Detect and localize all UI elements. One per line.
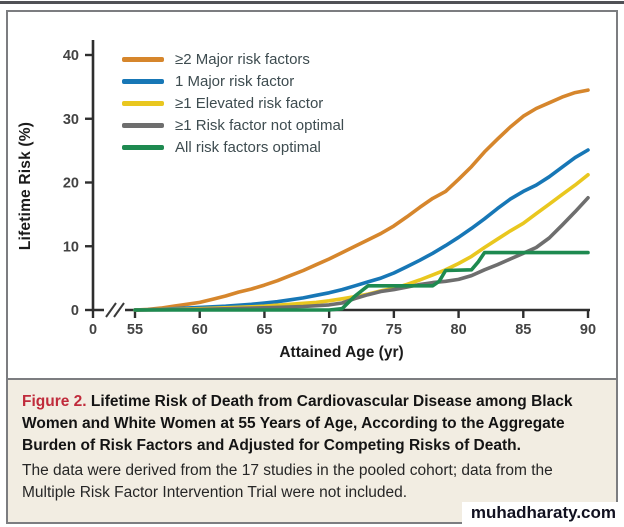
caption-title: Lifetime Risk of Death from Cardiovascul… xyxy=(22,393,573,454)
legend-item-ge1-elevated: ≥1 Elevated risk factor xyxy=(122,92,344,114)
watermark-link[interactable]: muhadharaty.com xyxy=(461,502,623,526)
caption-body: The data were derived from the 17 studie… xyxy=(22,462,553,501)
svg-text:55: 55 xyxy=(127,322,143,338)
svg-text:70: 70 xyxy=(321,322,337,338)
svg-text:40: 40 xyxy=(63,48,79,64)
legend-swatch-yellow-icon xyxy=(122,100,164,106)
legend-item-ge1-not-optimal: ≥1 Risk factor not optimal xyxy=(122,114,344,136)
legend-label: All risk factors optimal xyxy=(175,138,321,156)
legend-item-all-optimal: All risk factors optimal xyxy=(122,136,344,158)
svg-text:60: 60 xyxy=(192,322,208,338)
legend-label: ≥1 Risk factor not optimal xyxy=(175,116,345,134)
legend-swatch-orange-icon xyxy=(122,56,164,62)
legend-swatch-blue-icon xyxy=(122,78,164,84)
svg-text:85: 85 xyxy=(515,322,531,338)
legend-label: ≥1 Elevated risk factor xyxy=(175,94,324,112)
legend-item-ge2-major: ≥2 Major risk factors xyxy=(122,48,344,70)
svg-text:10: 10 xyxy=(63,239,79,255)
legend-label: ≥2 Major risk factors xyxy=(175,50,310,68)
legend-swatch-green-icon xyxy=(122,144,164,150)
svg-text:65: 65 xyxy=(256,322,272,338)
svg-text:90: 90 xyxy=(580,322,596,338)
caption-title-block: Figure 2. Lifetime Risk of Death from Ca… xyxy=(22,391,600,457)
chart-legend: ≥2 Major risk factors 1 Major risk facto… xyxy=(122,48,344,158)
figure-border-panel: 0 10 20 30 40 0 55 60 65 70 75 80 85 90 Lifetime Risk… xyxy=(6,10,618,524)
svg-text:20: 20 xyxy=(63,176,79,192)
svg-text:0: 0 xyxy=(71,303,79,319)
svg-text:30: 30 xyxy=(63,112,79,128)
legend-label: 1 Major risk factor xyxy=(175,72,295,90)
y-axis-title: Lifetime Risk (%) xyxy=(17,121,34,251)
top-divider xyxy=(0,1,624,4)
legend-item-1-major: 1 Major risk factor xyxy=(122,70,344,92)
svg-text:75: 75 xyxy=(386,322,402,338)
chart-plot-svg: 0 10 20 30 40 0 55 60 65 70 75 80 85 90 xyxy=(63,40,596,338)
cvd-lifetime-risk-chart: 0 10 20 30 40 0 55 60 65 70 75 80 85 90 Lifetime Risk… xyxy=(8,12,616,378)
svg-text:80: 80 xyxy=(451,322,467,338)
x-axis-title: Attained Age (yr) xyxy=(279,344,404,361)
figure-caption: Figure 2. Lifetime Risk of Death from Ca… xyxy=(8,378,616,522)
svg-text:0: 0 xyxy=(89,322,97,338)
legend-swatch-gray-icon xyxy=(122,122,164,128)
figure-label: Figure 2. xyxy=(22,393,87,410)
